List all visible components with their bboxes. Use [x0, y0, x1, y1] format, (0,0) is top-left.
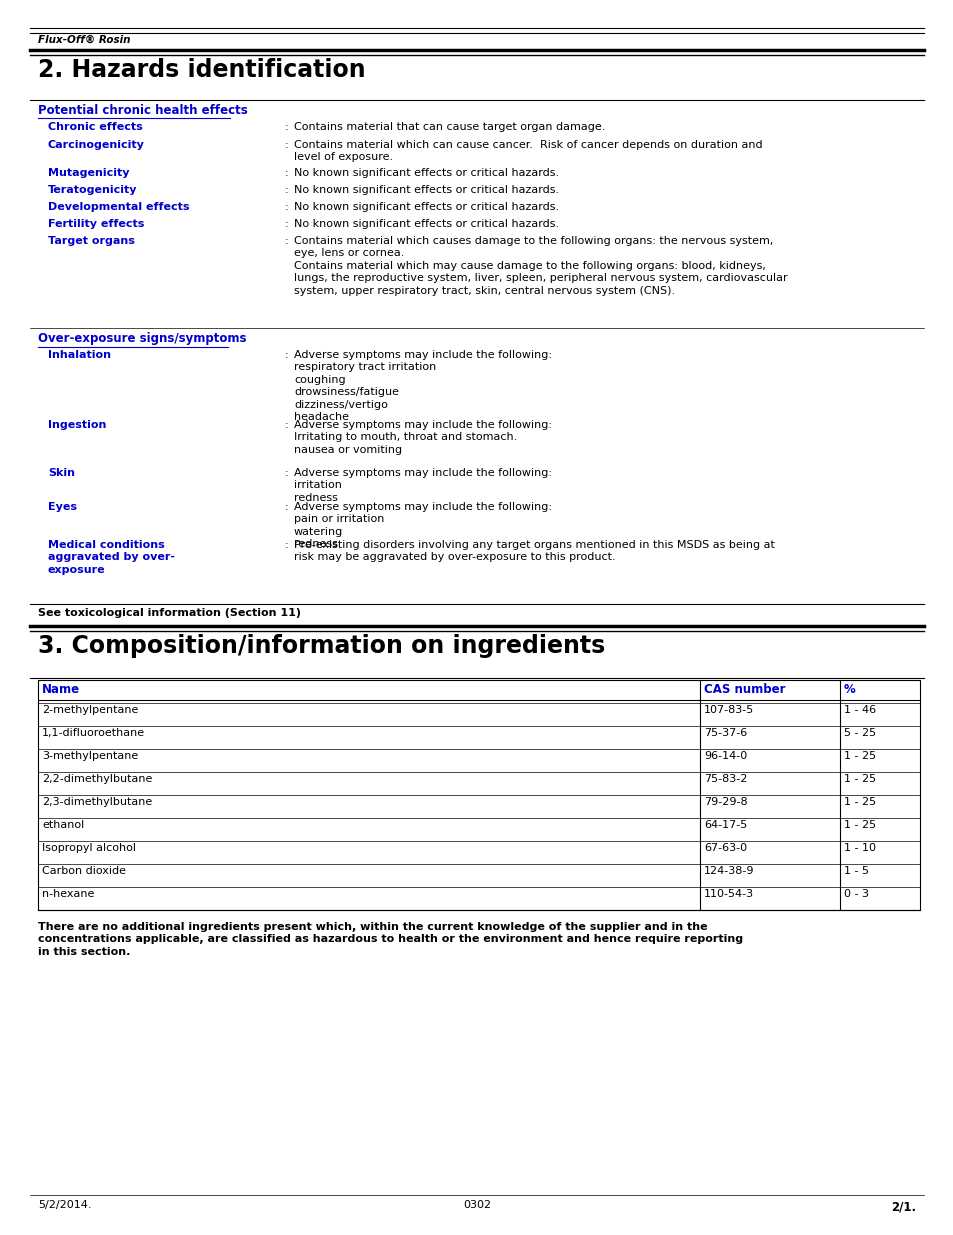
- Text: See toxicological information (Section 11): See toxicological information (Section 1…: [38, 608, 301, 618]
- Text: Isopropyl alcohol: Isopropyl alcohol: [42, 844, 136, 853]
- Text: :: :: [285, 501, 289, 513]
- Text: :: :: [285, 140, 289, 149]
- Text: Developmental effects: Developmental effects: [48, 203, 190, 212]
- Text: 2-methylpentane: 2-methylpentane: [42, 705, 138, 715]
- Text: 1 - 46: 1 - 46: [843, 705, 875, 715]
- Bar: [38, 680, 919, 910]
- Text: 1 - 10: 1 - 10: [843, 844, 875, 853]
- Text: 110-54-3: 110-54-3: [703, 889, 753, 899]
- Text: :: :: [285, 468, 289, 478]
- Text: No known significant effects or critical hazards.: No known significant effects or critical…: [294, 185, 558, 195]
- Text: 107-83-5: 107-83-5: [703, 705, 754, 715]
- Text: ethanol: ethanol: [42, 820, 84, 830]
- Text: Contains material which causes damage to the following organs: the nervous syste: Contains material which causes damage to…: [294, 236, 787, 295]
- Text: No known significant effects or critical hazards.: No known significant effects or critical…: [294, 203, 558, 212]
- Text: 3. Composition/information on ingredients: 3. Composition/information on ingredient…: [38, 634, 604, 658]
- Text: 0 - 3: 0 - 3: [843, 889, 868, 899]
- Text: 75-37-6: 75-37-6: [703, 727, 746, 739]
- Text: Name: Name: [42, 683, 80, 697]
- Text: Carcinogenicity: Carcinogenicity: [48, 140, 145, 149]
- Text: Teratogenicity: Teratogenicity: [48, 185, 137, 195]
- Text: Medical conditions
aggravated by over-
exposure: Medical conditions aggravated by over- e…: [48, 540, 174, 574]
- Text: :: :: [285, 540, 289, 550]
- Text: 1 - 5: 1 - 5: [843, 866, 868, 876]
- Text: :: :: [285, 350, 289, 359]
- Text: CAS number: CAS number: [703, 683, 784, 697]
- Text: :: :: [285, 219, 289, 228]
- Text: Contains material that can cause target organ damage.: Contains material that can cause target …: [294, 122, 605, 132]
- Text: 5/2/2014.: 5/2/2014.: [38, 1200, 91, 1210]
- Text: Fertility effects: Fertility effects: [48, 219, 144, 228]
- Text: :: :: [285, 168, 289, 178]
- Text: Adverse symptoms may include the following:
irritation
redness: Adverse symptoms may include the followi…: [294, 468, 552, 503]
- Text: :: :: [285, 122, 289, 132]
- Text: 75-83-2: 75-83-2: [703, 774, 746, 784]
- Text: There are no additional ingredients present which, within the current knowledge : There are no additional ingredients pres…: [38, 923, 742, 957]
- Text: 1 - 25: 1 - 25: [843, 751, 875, 761]
- Text: Carbon dioxide: Carbon dioxide: [42, 866, 126, 876]
- Text: 96-14-0: 96-14-0: [703, 751, 746, 761]
- Text: :: :: [285, 236, 289, 246]
- Text: Adverse symptoms may include the following:
Irritating to mouth, throat and stom: Adverse symptoms may include the followi…: [294, 420, 552, 454]
- Text: Adverse symptoms may include the following:
respiratory tract irritation
coughin: Adverse symptoms may include the followi…: [294, 350, 552, 422]
- Text: No known significant effects or critical hazards.: No known significant effects or critical…: [294, 219, 558, 228]
- Text: %: %: [843, 683, 855, 697]
- Text: 2,3-dimethylbutane: 2,3-dimethylbutane: [42, 797, 152, 806]
- Text: Contains material which can cause cancer.  Risk of cancer depends on duration an: Contains material which can cause cancer…: [294, 140, 761, 162]
- Text: :: :: [285, 203, 289, 212]
- Text: No known significant effects or critical hazards.: No known significant effects or critical…: [294, 168, 558, 178]
- Text: 79-29-8: 79-29-8: [703, 797, 747, 806]
- Text: Ingestion: Ingestion: [48, 420, 107, 430]
- Text: Eyes: Eyes: [48, 501, 77, 513]
- Text: Chronic effects: Chronic effects: [48, 122, 143, 132]
- Text: Potential chronic health effects: Potential chronic health effects: [38, 104, 248, 117]
- Text: Pre-existing disorders involving any target organs mentioned in this MSDS as bei: Pre-existing disorders involving any tar…: [294, 540, 774, 562]
- Text: Skin: Skin: [48, 468, 75, 478]
- Text: 5 - 25: 5 - 25: [843, 727, 875, 739]
- Text: 0302: 0302: [462, 1200, 491, 1210]
- Text: 1,1-difluoroethane: 1,1-difluoroethane: [42, 727, 145, 739]
- Text: 1 - 25: 1 - 25: [843, 820, 875, 830]
- Text: Target organs: Target organs: [48, 236, 134, 246]
- Text: 67-63-0: 67-63-0: [703, 844, 746, 853]
- Text: 1 - 25: 1 - 25: [843, 797, 875, 806]
- Text: Adverse symptoms may include the following:
pain or irritation
watering
redness: Adverse symptoms may include the followi…: [294, 501, 552, 550]
- Text: :: :: [285, 420, 289, 430]
- Text: Mutagenicity: Mutagenicity: [48, 168, 130, 178]
- Text: 3-methylpentane: 3-methylpentane: [42, 751, 138, 761]
- Text: Flux-Off® Rosin: Flux-Off® Rosin: [38, 35, 131, 44]
- Text: n-hexane: n-hexane: [42, 889, 94, 899]
- Text: Over-exposure signs/symptoms: Over-exposure signs/symptoms: [38, 332, 246, 345]
- Text: 64-17-5: 64-17-5: [703, 820, 746, 830]
- Text: 2,2-dimethylbutane: 2,2-dimethylbutane: [42, 774, 152, 784]
- Text: 2. Hazards identification: 2. Hazards identification: [38, 58, 365, 82]
- Text: :: :: [285, 185, 289, 195]
- Text: 1 - 25: 1 - 25: [843, 774, 875, 784]
- Text: 124-38-9: 124-38-9: [703, 866, 754, 876]
- Text: 2/1.: 2/1.: [890, 1200, 915, 1213]
- Text: Inhalation: Inhalation: [48, 350, 111, 359]
